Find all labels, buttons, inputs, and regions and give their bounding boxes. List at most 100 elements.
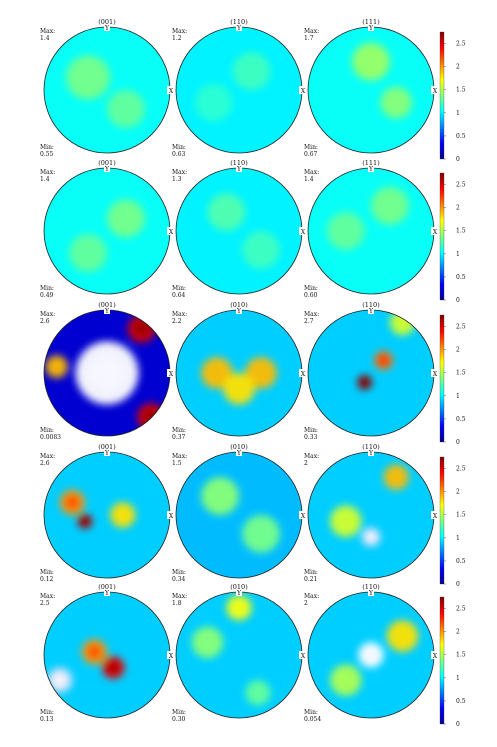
colorbar-gradient [439,314,445,443]
max-label: Max: [40,453,55,460]
x-axis-marker-bg [167,651,174,659]
panel-title: (111) [362,159,380,167]
pole-figure-r3-c2: Y X (010) Max:2.2 Min:0.37 [172,301,306,441]
colorbar-row-1: 0 0.5 1 1.5 2 2.5 [439,31,466,163]
x-axis-marker-bg [299,227,306,235]
intensity-peak [65,495,80,510]
intensity-region [45,355,68,379]
intensity-minimum [365,531,377,543]
min-value: 0.55 [40,151,54,158]
min-label: Min: [172,569,186,576]
min-value: 0.37 [172,434,186,441]
intensity-region [201,477,240,515]
intensity-region [69,234,107,272]
min-value: 0.30 [172,716,186,723]
min-value: 0.0083 [40,434,61,441]
y-axis-label: Y [368,166,374,173]
intensity-region [380,86,412,119]
min-label: Min: [172,285,186,292]
y-axis-label: Y [104,450,110,457]
x-axis-marker-bg [299,511,306,519]
y-axis-marker-bg [104,307,110,314]
pole-figure-r4-c1: Y X (001) Max:2.6 Min:0.12 [40,443,174,583]
intensity-region [245,680,271,706]
x-axis-marker-bg [167,511,174,519]
panel-title: (001) [98,159,116,167]
intensity-region [191,626,224,659]
y-axis-label: Y [236,590,242,597]
pole-figure-background [308,310,434,436]
max-label: Max: [172,453,187,460]
intensity-minimum [52,673,67,688]
pole-figure-r2-c3: Y X (111) Max:1.4 Min:0.60 [304,159,438,299]
colorbar-row-5: 0 0.5 1 1.5 2 2.5 [439,596,466,728]
intensity-region [242,515,280,553]
colorbar-gradient [439,596,445,725]
max-label: Max: [40,311,55,318]
intensity-minimum [89,355,125,391]
pole-figure-background [176,452,302,578]
max-value: 1.3 [172,176,182,183]
max-label: Max: [172,593,187,600]
y-axis-marker-bg [236,165,242,172]
colorbar-tick-label: 2 [456,64,460,71]
max-value: 2 [304,460,308,467]
x-axis-marker-bg [431,651,438,659]
x-axis-marker-bg [167,86,174,94]
y-axis-label: Y [368,308,374,315]
pole-figure-r1-c3: Y X (111) Max:1.7 Min:0.67 [304,18,438,158]
max-label: Max: [304,311,319,318]
intensity-region [245,357,277,389]
min-label: Min: [40,709,54,716]
colorbar-tick-label: 0 [456,156,460,163]
x-axis-marker-bg [167,227,174,235]
colorbar-tick-label: 0.5 [456,698,466,705]
y-axis-marker-bg [368,24,374,31]
x-axis-marker-bg [431,369,438,377]
max-label: Max: [40,169,55,176]
colorbar-row-2: 0 0.5 1 1.5 2 2.5 [439,172,466,304]
y-axis-label: Y [104,166,110,173]
min-value: 0.054 [304,716,321,723]
min-label: Min: [40,569,54,576]
y-axis-label: Y [368,25,374,32]
colorbar-tick-label: 1 [456,675,460,682]
x-axis-marker-bg [431,511,438,519]
panel-title: (110) [362,443,380,451]
x-axis-marker-bg [167,369,174,377]
max-label: Max: [304,28,319,35]
pole-figure-background [44,452,170,578]
pole-figure-r1-c1: Y X (001) Max:1.4 Min:0.55 [40,18,174,158]
min-label: Min: [304,569,318,576]
pole-figure-background [176,592,302,718]
x-axis-label: X [301,229,306,236]
colorbar-tick-label: 1 [456,535,460,542]
pole-figure-background [308,27,434,153]
x-axis-label: X [433,653,438,660]
y-axis-label: Y [104,25,110,32]
max-label: Max: [304,169,319,176]
y-axis-marker-bg [236,24,242,31]
panel-title: (010) [230,443,248,451]
intensity-region [352,42,390,81]
x-axis-label: X [433,513,438,520]
min-label: Min: [304,285,318,292]
max-label: Max: [40,28,55,35]
x-axis-label: X [169,513,174,520]
min-value: 0.64 [172,292,186,299]
max-label: Max: [172,311,187,318]
colorbar-tick-label: 2 [456,347,460,354]
pole-figure-r3-c1: Y X (001) Max:2.6 Min:0.0083 [40,301,174,441]
pole-figure-r5-c1: Y X (001) Max:2.5 Min:0.13 [40,583,174,723]
panel-title: (110) [362,301,380,309]
colorbar-tick-label: 0 [456,581,460,588]
min-label: Min: [304,709,318,716]
intensity-region [232,52,271,90]
intensity-region [389,310,416,336]
colorbar-gradient [439,31,445,160]
pole-figure-background [44,27,170,153]
max-value: 2.2 [172,318,182,325]
y-axis-marker-bg [368,589,374,596]
colorbar-tick-label: 0 [456,439,460,446]
max-value: 1.7 [304,35,314,42]
